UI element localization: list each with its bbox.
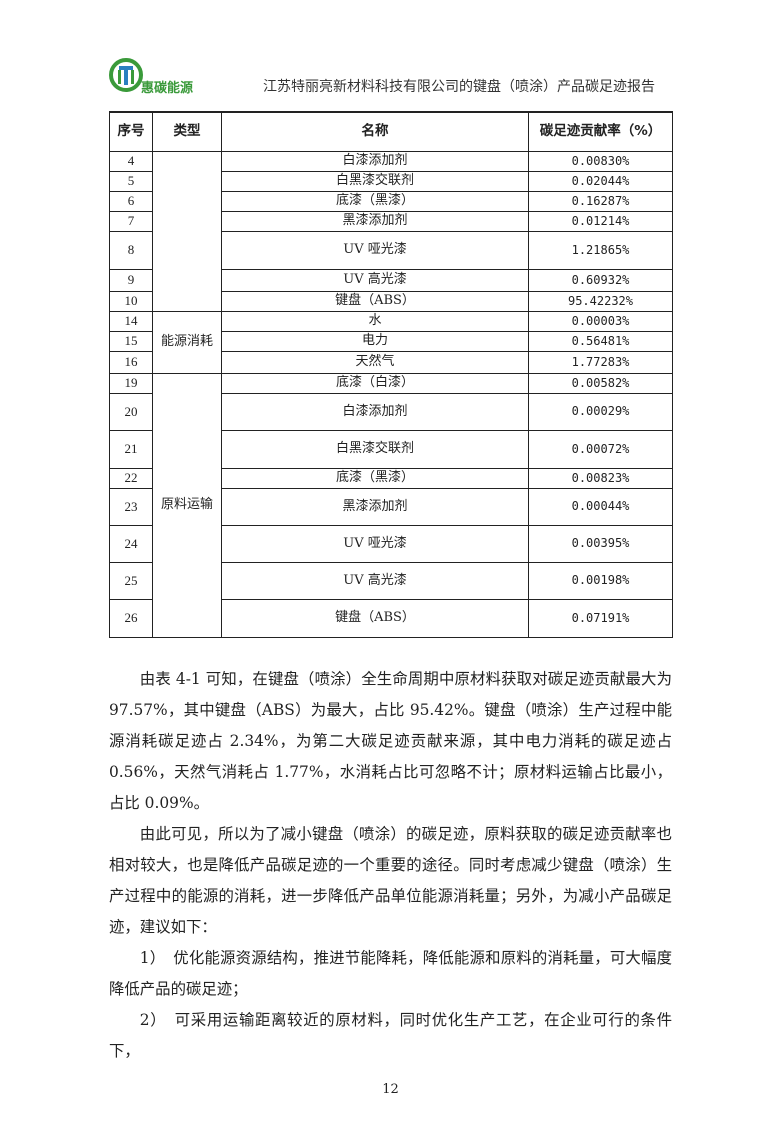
table-row: 25 UV 高光漆 0.00198% xyxy=(109,562,673,600)
analysis-text: 由表 4-1 可知，在键盘（喷涂）全生命周期中原材料获取对碳足迹贡献最大为 97… xyxy=(109,664,672,1067)
row-name: 白漆添加剂 xyxy=(221,151,529,172)
row-name: 白漆添加剂 xyxy=(221,393,529,431)
row-number: 10 xyxy=(109,291,153,312)
row-rate: 0.01214% xyxy=(528,211,673,232)
carbon-footprint-table: 序号 类型 名称 碳足迹贡献率（%） 4 白漆添加剂 0.00830% 5 白黑漆交联剂… xyxy=(109,111,673,638)
table-header-row: 序号 类型 名称 碳足迹贡献率（%） xyxy=(109,111,673,152)
row-name: 底漆（白漆） xyxy=(221,373,529,394)
row-rate: 0.00003% xyxy=(528,311,673,332)
row-rate: 0.00072% xyxy=(528,430,673,469)
row-rate: 95.42232% xyxy=(528,291,673,312)
table-row: 20 白漆添加剂 0.00029% xyxy=(109,393,673,431)
column-header-rate: 碳足迹贡献率（%） xyxy=(528,111,673,152)
row-name: 天然气 xyxy=(221,351,529,374)
row-number: 7 xyxy=(109,211,153,232)
list-item: 1） 优化能源资源结构，推进节能降耗，降低能源和原料的消耗量，可大幅度降低产品的… xyxy=(109,949,672,998)
list-item: 2） 可采用运输距离较近的原材料，同时优化生产工艺，在企业可行的条件下， xyxy=(109,1011,672,1060)
row-name: UV 哑光漆 xyxy=(221,525,529,563)
paragraph: 由表 4-1 可知，在键盘（喷涂）全生命周期中原材料获取对碳足迹贡献最大为 97… xyxy=(109,670,672,812)
row-name: 黑漆添加剂 xyxy=(221,488,529,526)
row-name: 底漆（黑漆） xyxy=(221,468,529,489)
row-number: 16 xyxy=(109,351,153,374)
row-number: 25 xyxy=(109,562,153,600)
table-row: 23 黑漆添加剂 0.00044% xyxy=(109,488,673,526)
row-name: UV 高光漆 xyxy=(221,562,529,600)
row-rate: 0.07191% xyxy=(528,599,673,638)
row-name: 键盘（ABS） xyxy=(221,599,529,638)
row-number: 21 xyxy=(109,430,153,469)
column-header-type: 类型 xyxy=(152,111,222,152)
row-number: 9 xyxy=(109,269,153,292)
row-rate: 0.00582% xyxy=(528,373,673,394)
row-name: 电力 xyxy=(221,331,529,352)
table-row: 21 白黑漆交联剂 0.00072% xyxy=(109,430,673,469)
page-content: 序号 类型 名称 碳足迹贡献率（%） 4 白漆添加剂 0.00830% 5 白黑漆交联剂… xyxy=(109,0,673,1139)
company-logo xyxy=(109,58,143,92)
row-rate: 0.56481% xyxy=(528,331,673,352)
table-row: 7 黑漆添加剂 0.01214% xyxy=(109,211,673,232)
row-rate: 0.60932% xyxy=(528,269,673,292)
row-name: UV 哑光漆 xyxy=(221,231,529,270)
table-row: 26 键盘（ABS） 0.07191% xyxy=(109,599,673,638)
table-row: 14 能源消耗水 0.00003% xyxy=(109,311,673,374)
row-type: 能源消耗 xyxy=(152,311,222,374)
row-type: 原料运输 xyxy=(152,373,222,638)
brand-name: 惠碳能源 xyxy=(141,81,194,96)
table-row: 24 UV 哑光漆 0.00395% xyxy=(109,525,673,563)
table-row: 4 白漆添加剂 0.00830% xyxy=(109,151,673,312)
row-name: 白黑漆交联剂 xyxy=(221,430,529,469)
row-rate: 0.00044% xyxy=(528,488,673,526)
row-number: 6 xyxy=(109,191,153,212)
row-number: 15 xyxy=(109,331,153,352)
document-title: 江苏特丽亮新材料科技有限公司的键盘（喷涂）产品碳足迹报告 xyxy=(263,79,655,95)
row-number: 24 xyxy=(109,525,153,563)
row-name: 白黑漆交联剂 xyxy=(221,171,529,192)
row-number: 19 xyxy=(109,373,153,394)
row-number: 8 xyxy=(109,231,153,270)
row-number: 26 xyxy=(109,599,153,638)
table-row: 19 原料运输 底漆（白漆） 0.00582% xyxy=(109,373,673,638)
row-rate: 0.00830% xyxy=(528,151,673,172)
row-rate: 0.02044% xyxy=(528,171,673,192)
page-number: 12 xyxy=(382,1082,399,1097)
row-rate: 0.16287% xyxy=(528,191,673,212)
row-number: 23 xyxy=(109,488,153,526)
paragraph: 由此可见，所以为了减小键盘（喷涂）的碳足迹，原料获取的碳足迹贡献率也相对较大，也… xyxy=(109,825,672,936)
row-rate: 0.00198% xyxy=(528,562,673,600)
row-number: 5 xyxy=(109,171,153,192)
table-row: 15 电力 0.56481% xyxy=(109,331,673,352)
row-number: 20 xyxy=(109,393,153,431)
column-header-name: 名称 xyxy=(221,111,529,152)
table-row: 16 天然气 1.77283% xyxy=(109,351,673,374)
row-rate: 0.00395% xyxy=(528,525,673,563)
row-name: 黑漆添加剂 xyxy=(221,211,529,232)
row-number: 22 xyxy=(109,468,153,489)
row-number: 4 xyxy=(109,151,153,172)
row-rate: 0.00823% xyxy=(528,468,673,489)
row-rate: 1.21865% xyxy=(528,231,673,270)
row-name: 底漆（黑漆） xyxy=(221,191,529,212)
row-rate: 0.00029% xyxy=(528,393,673,431)
row-type xyxy=(152,151,222,312)
row-number: 14 xyxy=(109,311,153,332)
row-name: 键盘（ABS） xyxy=(221,291,529,312)
row-rate: 1.77283% xyxy=(528,351,673,374)
row-name: UV 高光漆 xyxy=(221,269,529,292)
column-header-no: 序号 xyxy=(109,111,153,152)
row-name: 水 xyxy=(221,311,529,332)
